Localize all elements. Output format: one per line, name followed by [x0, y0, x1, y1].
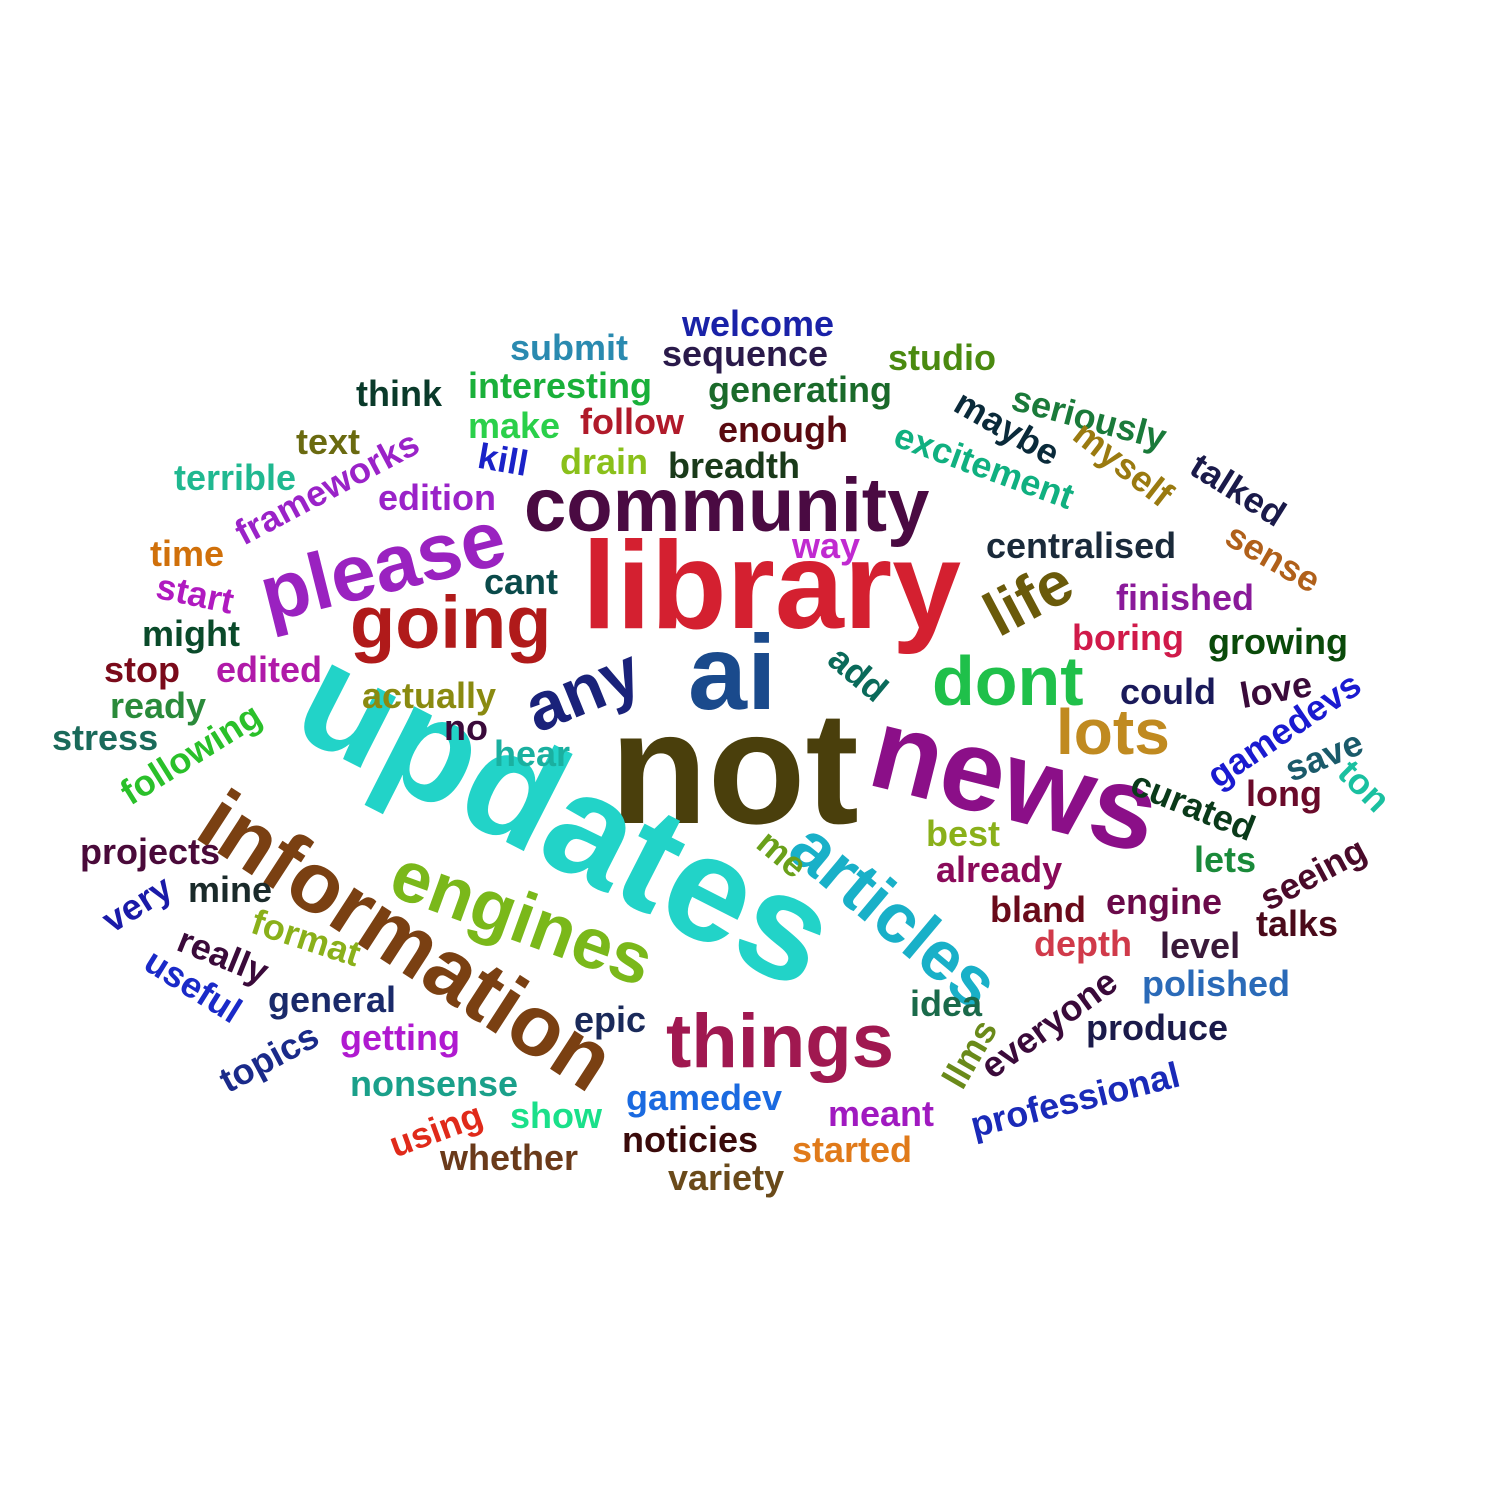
word-depth: depth [1034, 923, 1132, 964]
word-terrible: terrible [174, 457, 297, 498]
word-best: best [926, 813, 1001, 854]
word-engine: engine [1106, 881, 1223, 922]
word-whether: whether [440, 1137, 579, 1178]
word-not: not [610, 678, 859, 857]
word-gamedev: gamedev [626, 1077, 783, 1118]
word-think: think [356, 373, 442, 414]
word-drain: drain [560, 441, 649, 482]
word-community: community [524, 463, 930, 548]
word-actually: actually [362, 675, 497, 716]
word-kill: kill [474, 434, 532, 485]
word-studio: studio [888, 337, 996, 378]
word-time: time [150, 533, 225, 574]
word-talks: talks [1256, 903, 1339, 944]
word-idea: idea [910, 983, 983, 1024]
word-meant: meant [828, 1093, 935, 1134]
word-hear: hear [494, 733, 571, 774]
word-lots: lots [1056, 696, 1170, 768]
word-welcome: welcome [682, 303, 835, 344]
word-growing: growing [1208, 621, 1348, 662]
word-very: very [94, 866, 180, 941]
word-could: could [1120, 671, 1216, 712]
word-generating: generating [708, 369, 893, 410]
word-variety: variety [668, 1157, 785, 1198]
word-started: started [792, 1129, 913, 1170]
word-no: no [444, 707, 488, 748]
word-cant: cant [484, 561, 559, 602]
word-noticies: noticies [622, 1119, 759, 1160]
word-polished: polished [1142, 963, 1291, 1004]
word-sequence: sequence [662, 333, 829, 374]
word-things: things [666, 999, 894, 1084]
word-produce: produce [1086, 1007, 1229, 1048]
word-way: way [792, 525, 861, 566]
word-make: make [468, 405, 561, 446]
word-interesting: interesting [468, 365, 653, 406]
word-start: start [152, 565, 238, 622]
word-edition: edition [378, 477, 496, 518]
word-library: library [582, 517, 962, 655]
word-finished: finished [1116, 577, 1255, 618]
word-nonsense: nonsense [350, 1063, 519, 1104]
word-stress: stress [52, 717, 159, 758]
word-topics: topics [212, 1014, 326, 1101]
word-text: text [296, 421, 361, 462]
word-long: long [1246, 773, 1322, 814]
word-projects: projects [80, 831, 221, 872]
word-ready: ready [110, 685, 207, 726]
word-going: going [350, 581, 552, 664]
word-breadth: breadth [668, 445, 801, 486]
word-stop: stop [104, 649, 180, 690]
word-might: might [142, 613, 240, 654]
word-dont: dont [932, 642, 1084, 720]
word-getting: getting [340, 1017, 460, 1058]
word-already: already [936, 849, 1063, 890]
word-mine: mine [188, 869, 273, 910]
word-submit: submit [510, 327, 629, 368]
word-follow: follow [580, 401, 684, 442]
word-centralised: centralised [986, 525, 1177, 566]
word-enough: enough [718, 409, 848, 450]
word-boring: boring [1072, 617, 1184, 658]
word-edited: edited [216, 649, 323, 690]
word-level: level [1160, 925, 1241, 966]
word-bland: bland [990, 889, 1086, 930]
word-ai: ai [688, 614, 777, 732]
word-show: show [510, 1095, 603, 1136]
word-epic: epic [574, 999, 647, 1040]
word-general: general [268, 979, 397, 1020]
word-lets: lets [1194, 839, 1257, 880]
